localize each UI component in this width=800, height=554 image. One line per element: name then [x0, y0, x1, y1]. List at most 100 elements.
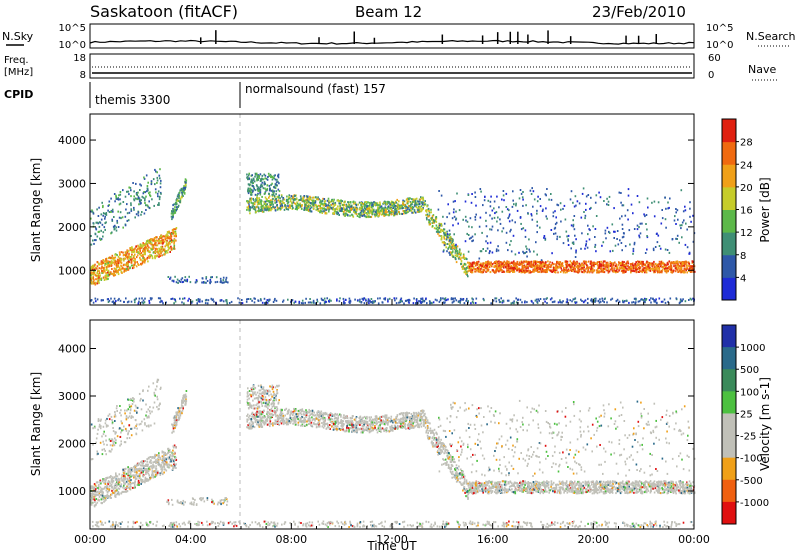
- data-point: [109, 260, 111, 263]
- data-point: [100, 279, 103, 281]
- data-point: [539, 226, 541, 229]
- data-point: [380, 213, 383, 216]
- data-point: [246, 173, 248, 176]
- data-point: [159, 252, 161, 255]
- data-point: [130, 300, 133, 303]
- data-point: [455, 218, 457, 221]
- data-point: [158, 238, 160, 241]
- data-point: [198, 299, 200, 302]
- data-point: [674, 264, 677, 267]
- data-point: [383, 297, 385, 300]
- data-point: [448, 243, 450, 246]
- data-point: [114, 256, 117, 259]
- data-point: [452, 224, 454, 227]
- data-point: [655, 298, 657, 301]
- data-point: [130, 209, 133, 212]
- data-point: [122, 201, 125, 203]
- data-point: [249, 206, 252, 209]
- data-point: [421, 209, 423, 212]
- data-point: [629, 243, 631, 246]
- data-point: [559, 271, 562, 273]
- data-point: [156, 250, 158, 253]
- data-point: [630, 203, 633, 206]
- data-point: [113, 272, 116, 275]
- data-point: [268, 207, 271, 210]
- data-point: [398, 212, 401, 215]
- data-point: [128, 252, 130, 255]
- data-point: [470, 201, 473, 204]
- data-point: [523, 265, 525, 268]
- data-point: [461, 256, 463, 259]
- data-point: [143, 252, 146, 255]
- data-point: [574, 234, 576, 237]
- data-point: [615, 271, 617, 274]
- data-point: [610, 263, 612, 266]
- data-point: [692, 260, 694, 263]
- data-point: [497, 229, 499, 232]
- data-point: [307, 205, 309, 208]
- data-point: [603, 267, 606, 270]
- data-point: [590, 262, 592, 264]
- data-point: [264, 196, 267, 199]
- data-point: [152, 247, 154, 249]
- data-point: [102, 231, 105, 234]
- data-point: [583, 211, 585, 213]
- data-point: [671, 270, 674, 273]
- data-point: [90, 265, 93, 268]
- data-point: [594, 299, 597, 302]
- data-point: [161, 250, 163, 253]
- data-point: [440, 224, 442, 227]
- data-point: [401, 207, 404, 210]
- data-point: [638, 234, 640, 237]
- data-point: [634, 302, 637, 305]
- data-point: [142, 242, 144, 245]
- data-point: [131, 247, 134, 250]
- data-point: [603, 200, 605, 202]
- data-point: [491, 209, 494, 212]
- data-point: [497, 249, 500, 252]
- data-point: [293, 202, 296, 205]
- data-point: [410, 209, 413, 212]
- data-point: [689, 207, 691, 210]
- data-point: [594, 262, 597, 265]
- data-point: [269, 205, 272, 208]
- data-point: [499, 267, 502, 270]
- data-point: [572, 223, 575, 226]
- data-point: [587, 194, 590, 196]
- data-point: [147, 240, 150, 243]
- data-point: [260, 209, 262, 212]
- data-point: [390, 200, 393, 203]
- noise-left-tick-bottom: 10^0: [59, 40, 86, 51]
- data-point: [544, 238, 547, 241]
- data-point: [139, 189, 141, 191]
- data-point: [534, 264, 537, 267]
- data-point: [177, 282, 179, 284]
- data-point: [302, 302, 304, 305]
- data-point: [468, 263, 471, 266]
- data-point: [544, 270, 547, 273]
- data-point: [365, 299, 367, 302]
- data-point: [127, 300, 130, 303]
- data-point: [684, 209, 687, 212]
- data-point: [422, 299, 424, 302]
- data-point: [174, 275, 176, 278]
- data-point: [115, 226, 117, 229]
- data-point: [432, 219, 434, 222]
- data-point: [257, 192, 259, 195]
- data-point: [144, 246, 147, 249]
- data-point: [494, 271, 497, 274]
- data-point: [140, 213, 142, 216]
- data-point: [426, 302, 428, 305]
- data-point: [680, 268, 683, 271]
- data-point: [254, 193, 257, 196]
- data-point: [570, 266, 572, 269]
- data-point: [108, 256, 110, 259]
- data-point: [220, 281, 223, 284]
- data-point: [391, 211, 393, 213]
- data-point: [113, 263, 116, 266]
- data-point: [502, 264, 505, 267]
- data-point: [329, 206, 332, 209]
- data-point: [180, 195, 183, 198]
- data-point: [256, 178, 258, 180]
- data-point: [141, 195, 144, 198]
